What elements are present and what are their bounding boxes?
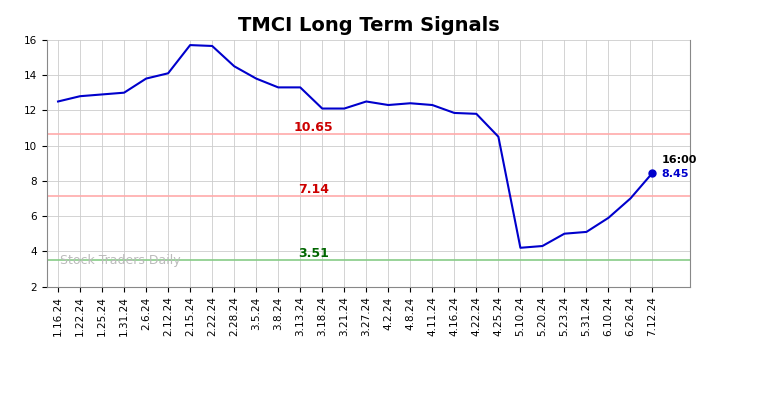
Title: TMCI Long Term Signals: TMCI Long Term Signals bbox=[238, 16, 499, 35]
Text: Stock Traders Daily: Stock Traders Daily bbox=[60, 254, 180, 267]
Text: 3.51: 3.51 bbox=[298, 247, 329, 260]
Text: 7.14: 7.14 bbox=[298, 183, 329, 196]
Text: 10.65: 10.65 bbox=[294, 121, 333, 134]
Text: 16:00: 16:00 bbox=[661, 155, 697, 165]
Text: 8.45: 8.45 bbox=[661, 169, 689, 179]
